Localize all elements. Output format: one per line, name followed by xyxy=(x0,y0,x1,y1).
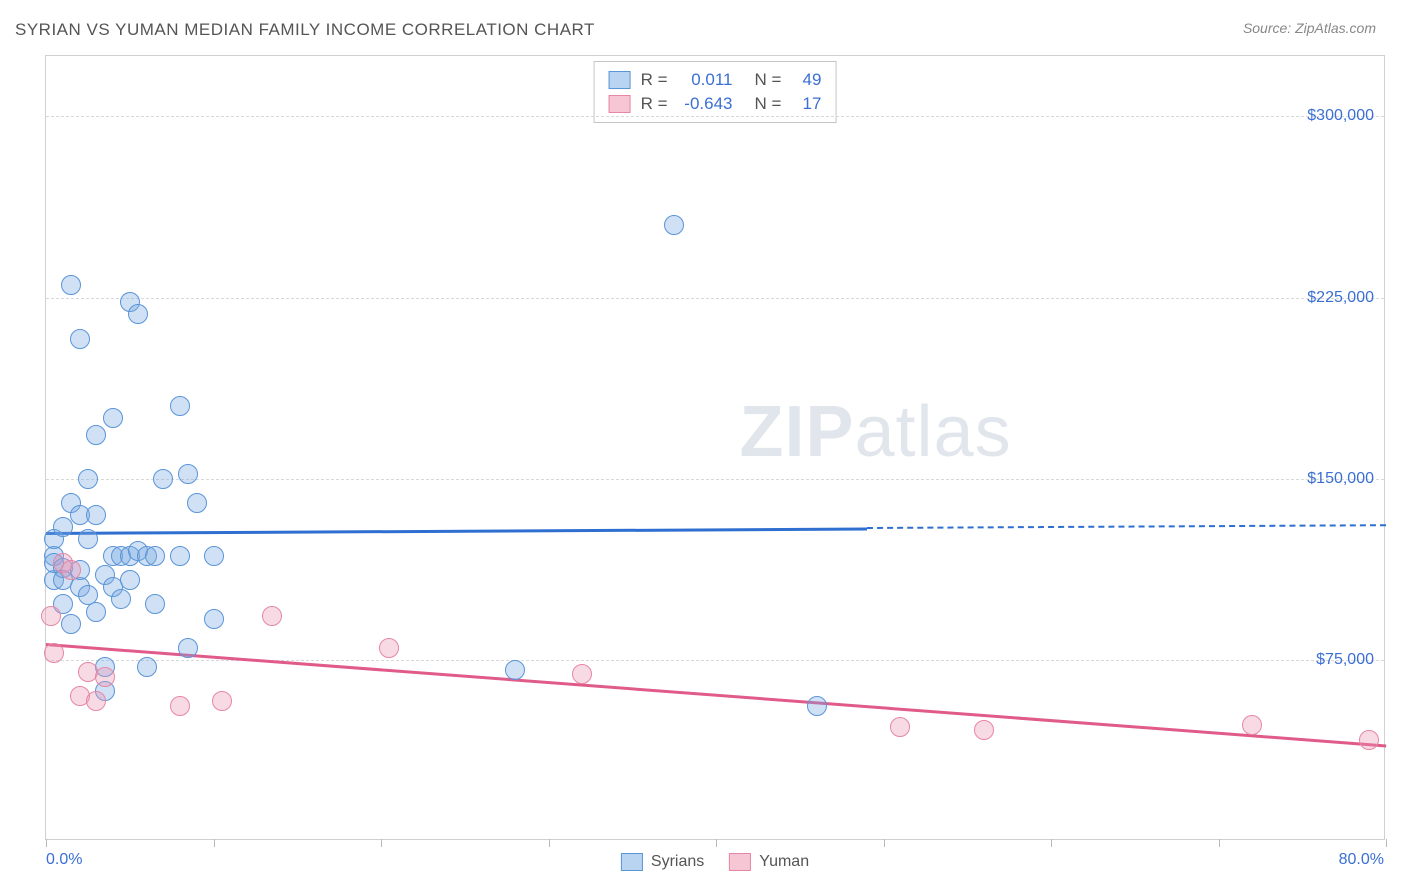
data-point xyxy=(128,304,148,324)
data-point xyxy=(61,560,81,580)
data-point xyxy=(170,546,190,566)
data-point xyxy=(1359,730,1379,750)
trend-line xyxy=(867,525,1386,530)
r-value: 0.011 xyxy=(678,70,733,90)
legend-swatch xyxy=(729,853,751,871)
data-point xyxy=(187,493,207,513)
n-label: N = xyxy=(755,94,782,114)
n-value: 17 xyxy=(791,94,821,114)
x-max-label: 80.0% xyxy=(1339,851,1384,869)
x-min-label: 0.0% xyxy=(46,851,82,869)
data-point xyxy=(890,717,910,737)
n-value: 49 xyxy=(791,70,821,90)
data-point xyxy=(153,469,173,489)
trend-line xyxy=(46,643,1386,747)
x-tick xyxy=(884,839,885,847)
x-tick xyxy=(716,839,717,847)
r-label: R = xyxy=(641,70,668,90)
r-label: R = xyxy=(641,94,668,114)
data-point xyxy=(53,517,73,537)
legend-swatch xyxy=(609,95,631,113)
x-tick xyxy=(46,839,47,847)
x-tick xyxy=(1386,839,1387,847)
data-point xyxy=(974,720,994,740)
data-point xyxy=(379,638,399,658)
data-point xyxy=(170,696,190,716)
legend-swatch xyxy=(609,71,631,89)
data-point xyxy=(95,667,115,687)
data-point xyxy=(86,691,106,711)
data-point xyxy=(807,696,827,716)
data-point xyxy=(86,425,106,445)
legend-row: R = -0.643 N = 17 xyxy=(609,92,822,116)
legend-label: Yuman xyxy=(759,853,809,871)
data-point xyxy=(78,469,98,489)
data-point xyxy=(41,606,61,626)
data-point xyxy=(70,329,90,349)
grid-line xyxy=(46,116,1384,117)
y-tick-label: $150,000 xyxy=(1307,470,1374,488)
x-tick xyxy=(1219,839,1220,847)
series-legend: Syrians Yuman xyxy=(621,853,809,871)
x-tick xyxy=(381,839,382,847)
data-point xyxy=(44,643,64,663)
scatter-chart: ZIPatlas R =0.011N =49R =-0.643N =17 Syr… xyxy=(45,55,1385,840)
data-point xyxy=(204,546,224,566)
data-point xyxy=(178,464,198,484)
x-tick xyxy=(549,839,550,847)
legend-row: R = 0.011 N = 49 xyxy=(609,68,822,92)
y-tick-label: $225,000 xyxy=(1307,289,1374,307)
data-point xyxy=(103,408,123,428)
n-label: N = xyxy=(755,70,782,90)
data-point xyxy=(61,275,81,295)
x-tick xyxy=(214,839,215,847)
data-point xyxy=(86,505,106,525)
data-point xyxy=(178,638,198,658)
grid-line xyxy=(46,298,1384,299)
legend-label: Syrians xyxy=(651,853,704,871)
chart-title: SYRIAN VS YUMAN MEDIAN FAMILY INCOME COR… xyxy=(15,20,595,40)
watermark: ZIPatlas xyxy=(739,391,1011,473)
y-tick-label: $75,000 xyxy=(1316,651,1374,669)
data-point xyxy=(61,614,81,634)
data-point xyxy=(145,594,165,614)
y-tick-label: $300,000 xyxy=(1307,107,1374,125)
data-point xyxy=(170,396,190,416)
data-point xyxy=(664,215,684,235)
data-point xyxy=(120,570,140,590)
data-point xyxy=(1242,715,1262,735)
data-point xyxy=(111,589,131,609)
legend-item: Yuman xyxy=(729,853,809,871)
data-point xyxy=(212,691,232,711)
data-point xyxy=(86,602,106,622)
legend-item: Syrians xyxy=(621,853,704,871)
correlation-legend: R = 0.011 N = 49 R = -0.643 N = 17 xyxy=(594,61,837,123)
r-value: -0.643 xyxy=(678,94,733,114)
data-point xyxy=(137,657,157,677)
grid-line xyxy=(46,479,1384,480)
x-tick xyxy=(1051,839,1052,847)
data-point xyxy=(145,546,165,566)
trend-line xyxy=(46,527,867,534)
data-point xyxy=(572,664,592,684)
legend-swatch xyxy=(621,853,643,871)
source-attribution: Source: ZipAtlas.com xyxy=(1243,20,1376,36)
data-point xyxy=(505,660,525,680)
data-point xyxy=(78,529,98,549)
data-point xyxy=(262,606,282,626)
data-point xyxy=(204,609,224,629)
